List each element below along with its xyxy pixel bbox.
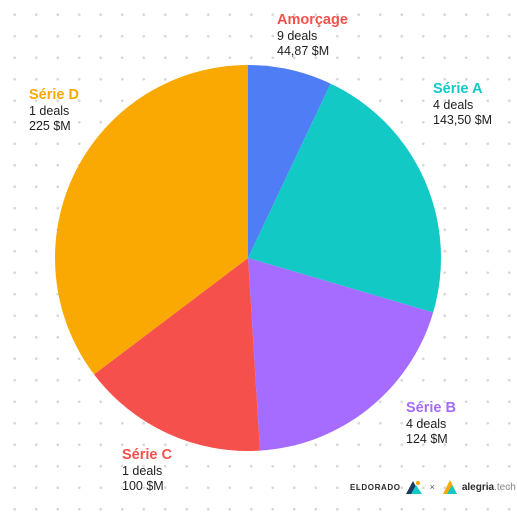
slice-name-amorcage: Amorçage (277, 12, 348, 28)
slice-amount-serie-b: 124 $M (406, 431, 448, 446)
footer-logos: ELDORADO × alegria.tech (350, 478, 516, 496)
slice-amount-serie-a: 143,50 $M (433, 112, 493, 127)
alegria-tld: .tech (494, 481, 516, 493)
pie-slice-serie-a (248, 83, 441, 313)
slice-deals-serie-a: 4 deals (433, 98, 474, 113)
slice-name-serie-c: Série C (122, 447, 172, 463)
pie-slice-serie-d (55, 65, 248, 375)
slice-amount-serie-c: 100 $M (122, 478, 164, 493)
slice-amount-amorcage: 44,87 $M (277, 43, 330, 58)
slice-name-serie-b: Série B (406, 400, 456, 416)
label-serie-c: Série C 1 deals 100 $M (122, 447, 172, 494)
eldorado-wordmark: ELDORADO (350, 482, 401, 492)
pie-slice-serie-b (248, 258, 434, 451)
slice-deals-serie-b: 4 deals (406, 417, 447, 432)
eldorado-mountain-icon (405, 481, 422, 494)
alegria-logo-icon (442, 480, 457, 494)
label-serie-b: Série B 4 deals 124 $M (406, 400, 456, 447)
alegria-name: alegria (461, 481, 495, 493)
slice-name-serie-d: Série D (29, 87, 79, 103)
separator: × (429, 482, 435, 492)
slice-deals-serie-c: 1 deals (122, 464, 163, 479)
slice-deals-amorcage: 9 deals (277, 29, 318, 44)
slice-deals-serie-d: 1 deals (29, 104, 70, 119)
label-serie-a: Série A 4 deals 143,50 $M (433, 81, 492, 128)
slice-name-serie-a: Série A (433, 81, 483, 97)
pie-slice-amorcage (248, 65, 331, 258)
slice-amount-serie-d: 225 $M (29, 118, 71, 133)
alegria-wordmark: alegria.tech (462, 482, 516, 493)
pie-slice-serie-c (94, 258, 261, 452)
label-amorcage: Amorçage 9 deals 44,87 $M (277, 12, 348, 59)
label-serie-d: Série D 1 deals 225 $M (29, 87, 79, 134)
